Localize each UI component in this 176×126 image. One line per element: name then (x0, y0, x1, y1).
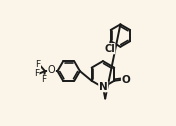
Text: F: F (41, 75, 46, 84)
Text: O: O (48, 66, 55, 75)
Text: Cl: Cl (104, 44, 115, 54)
Text: F: F (34, 69, 39, 78)
Text: N: N (99, 82, 108, 92)
Text: F: F (35, 60, 40, 69)
Text: O: O (121, 74, 130, 85)
